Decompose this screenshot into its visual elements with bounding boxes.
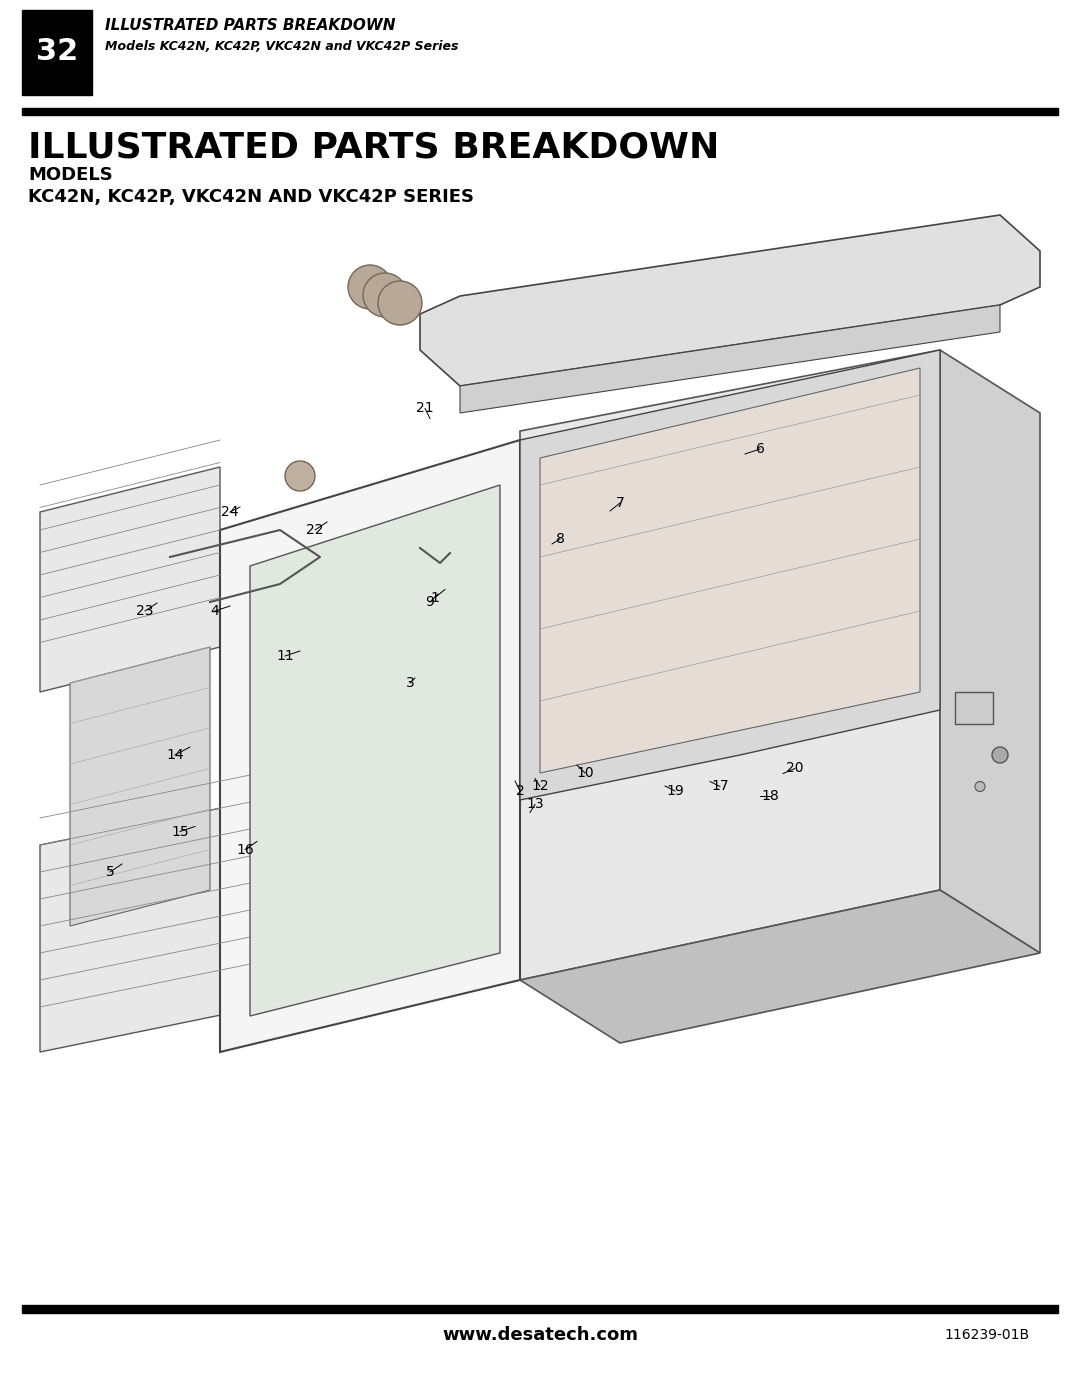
Polygon shape	[519, 351, 940, 981]
Polygon shape	[540, 367, 920, 773]
Text: 4: 4	[211, 604, 219, 617]
Text: Models KC42N, KC42P, VKC42N and VKC42P Series: Models KC42N, KC42P, VKC42N and VKC42P S…	[105, 41, 459, 53]
Text: 21: 21	[416, 401, 434, 415]
Text: 24: 24	[221, 504, 239, 520]
Text: ILLUSTRATED PARTS BREAKDOWN: ILLUSTRATED PARTS BREAKDOWN	[28, 131, 719, 165]
Text: 23: 23	[136, 604, 153, 617]
Circle shape	[348, 265, 392, 309]
Text: 15: 15	[172, 824, 189, 838]
Polygon shape	[220, 440, 519, 1052]
Text: ILLUSTRATED PARTS BREAKDOWN: ILLUSTRATED PARTS BREAKDOWN	[105, 18, 395, 32]
Text: 14: 14	[166, 747, 184, 761]
Circle shape	[378, 281, 422, 326]
Text: 32: 32	[36, 38, 78, 67]
Polygon shape	[70, 647, 210, 926]
Text: 13: 13	[526, 798, 544, 812]
Polygon shape	[940, 351, 1040, 953]
Bar	[955, 692, 993, 724]
Bar	[22, 1305, 1058, 1313]
Text: 10: 10	[577, 766, 594, 780]
Text: 9: 9	[426, 595, 434, 609]
Text: www.desatech.com: www.desatech.com	[442, 1326, 638, 1344]
Text: 3: 3	[406, 676, 415, 690]
Text: 116239-01B: 116239-01B	[945, 1329, 1030, 1343]
Text: 19: 19	[666, 784, 684, 798]
Circle shape	[285, 461, 315, 490]
Text: 16: 16	[237, 842, 254, 856]
Text: 5: 5	[106, 865, 114, 879]
Text: 8: 8	[555, 532, 565, 546]
Text: 18: 18	[761, 788, 779, 802]
Text: KC42N, KC42P, VKC42N AND VKC42P SERIES: KC42N, KC42P, VKC42N AND VKC42P SERIES	[28, 189, 474, 205]
Polygon shape	[519, 890, 1040, 1044]
Circle shape	[363, 272, 407, 317]
Polygon shape	[519, 351, 940, 800]
Bar	[22, 10, 92, 95]
Text: 2: 2	[515, 784, 525, 798]
Circle shape	[993, 747, 1008, 763]
Text: 22: 22	[307, 522, 324, 536]
Polygon shape	[420, 215, 1040, 386]
Text: 20: 20	[786, 761, 804, 775]
Polygon shape	[40, 467, 220, 692]
Text: 17: 17	[712, 780, 729, 793]
Bar	[22, 108, 1058, 115]
Text: 6: 6	[756, 441, 765, 455]
Text: 7: 7	[616, 496, 624, 510]
Polygon shape	[40, 800, 260, 1052]
Polygon shape	[249, 485, 500, 1016]
Text: 12: 12	[531, 780, 549, 793]
Circle shape	[975, 781, 985, 792]
Text: 1: 1	[431, 591, 440, 605]
Text: 11: 11	[276, 650, 294, 664]
Text: MODELS: MODELS	[28, 166, 112, 184]
Polygon shape	[460, 305, 1000, 414]
